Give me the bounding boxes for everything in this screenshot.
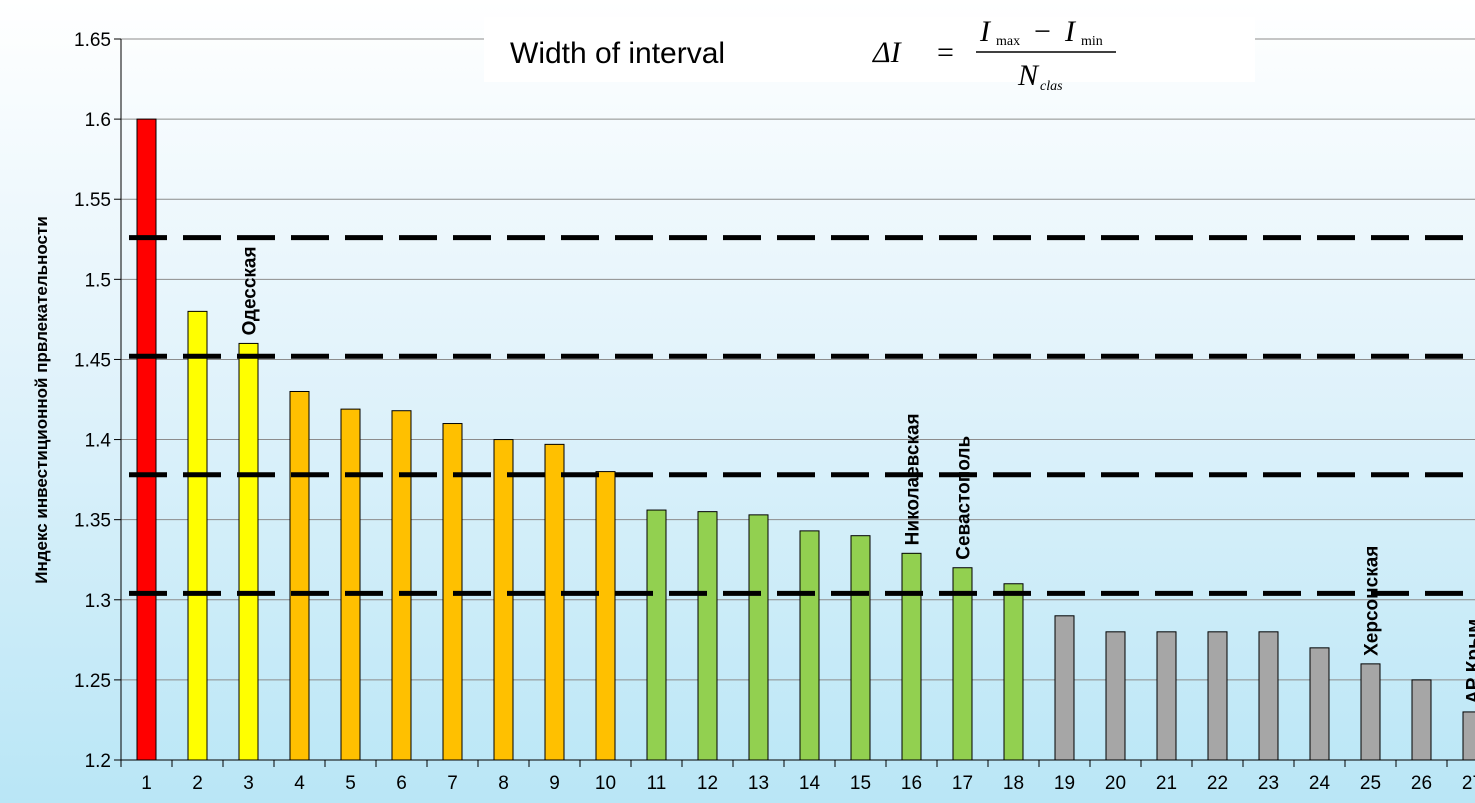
x-tick-label: 5: [345, 773, 356, 794]
infobox-title: Width of interval: [510, 37, 725, 70]
interval-width-box: Width of interval ΔI = I max − I min N c…: [484, 15, 1255, 94]
bar-5: [340, 408, 361, 761]
x-tick-label: 8: [498, 773, 509, 794]
interval-formula: ΔI = I max − I min N clas: [872, 15, 1116, 94]
region-annotations: Одесская Николаевская Севастополь Херсонска…: [240, 246, 1475, 703]
formula-minus: −: [1034, 15, 1051, 48]
bar-12: [697, 511, 718, 761]
threshold-lines: [129, 235, 1475, 596]
bar-10: [595, 471, 616, 761]
x-tick-label: 21: [1156, 773, 1177, 794]
x-tick-label: 10: [595, 773, 616, 794]
bar-26: [1411, 679, 1432, 761]
x-tick-label: 3: [243, 773, 254, 794]
infobox-background: [484, 17, 1255, 82]
bar-16: [901, 552, 922, 761]
y-tick-label: 1.25: [74, 671, 111, 692]
x-tick-label: 15: [850, 773, 871, 794]
x-tick-label: 20: [1105, 773, 1126, 794]
x-tick-label: 12: [697, 773, 718, 794]
bar-1: [136, 118, 157, 761]
formula-equals: =: [937, 36, 954, 69]
x-tick-label: 25: [1360, 773, 1381, 794]
bar-15: [850, 535, 871, 761]
annotation-label: Николаевская: [903, 413, 924, 545]
x-axis-ticks: 1 2 3 4 5 6 7 8 9 10 11 12 13 14 15 16 17 18 19 20 21 22 23 24 2…: [120, 760, 1475, 794]
bar-8: [493, 439, 514, 761]
x-tick-label: 11: [647, 773, 667, 794]
bar-27: [1462, 711, 1475, 761]
formula-sub-max: max: [996, 34, 1020, 49]
bar-6: [391, 410, 412, 761]
bar-9: [544, 443, 565, 761]
x-tick-label: 17: [952, 773, 973, 794]
annotation-label: Херсонская: [1362, 546, 1383, 656]
x-tick-label: 13: [748, 773, 769, 794]
x-tick-label: 24: [1309, 773, 1331, 794]
annotation-label: Севастополь: [954, 436, 975, 560]
bar-20: [1105, 631, 1126, 761]
formula-denominator-n: N: [1017, 59, 1040, 92]
bar-3: [238, 342, 259, 761]
y-tick-label: 1.55: [74, 190, 111, 211]
bar-11: [646, 509, 667, 761]
y-axis-ticks: 1.2 1.25 1.3 1.35 1.4 1.45 1.5 1.55 1.6 1.65: [74, 30, 121, 772]
y-axis-label: Индекс инвестиционной првлекательности: [32, 216, 51, 584]
bar-19: [1054, 615, 1075, 761]
x-tick-label: 4: [294, 773, 305, 794]
bar-14: [799, 530, 820, 761]
bar-13: [748, 514, 769, 761]
formula-sub-clas: clas: [1040, 79, 1063, 94]
annotation-label: АР Крым: [1464, 619, 1475, 704]
x-tick-label: 9: [549, 773, 560, 794]
y-tick-label: 1.4: [85, 431, 112, 452]
bar-25: [1360, 663, 1381, 761]
bar-22: [1207, 631, 1228, 761]
x-tick-label: 16: [901, 773, 922, 794]
y-tick-label: 1.5: [85, 270, 111, 291]
x-tick-label: 27: [1462, 773, 1475, 794]
x-tick-label: 26: [1411, 773, 1432, 794]
x-tick-label: 22: [1207, 773, 1228, 794]
bar-4: [289, 390, 310, 761]
y-tick-label: 1.35: [74, 511, 111, 532]
y-tick-label: 1.2: [85, 751, 111, 772]
bar-23: [1258, 631, 1279, 761]
y-tick-label: 1.45: [74, 350, 111, 371]
bar-2: [187, 310, 208, 761]
formula-numerator-i2: I: [1064, 15, 1077, 48]
y-tick-label: 1.6: [85, 110, 111, 131]
y-tick-label: 1.65: [74, 30, 111, 51]
x-tick-label: 7: [447, 773, 458, 794]
x-tick-label: 23: [1258, 773, 1279, 794]
formula-lhs: ΔI: [872, 36, 903, 69]
x-tick-label: 2: [192, 773, 203, 794]
bar-21: [1156, 631, 1177, 761]
x-tick-label: 18: [1003, 773, 1024, 794]
bar-24: [1309, 647, 1330, 761]
formula-numerator-i1: I: [979, 15, 992, 48]
x-tick-label: 14: [799, 773, 821, 794]
bar-17: [952, 567, 973, 761]
y-tick-label: 1.3: [85, 591, 111, 612]
bar-18: [1003, 583, 1024, 761]
x-tick-label: 1: [141, 773, 152, 794]
x-tick-label: 19: [1054, 773, 1075, 794]
x-tick-label: 6: [396, 773, 407, 794]
annotation-label: Одесская: [240, 246, 261, 335]
formula-sub-min: min: [1081, 34, 1103, 49]
